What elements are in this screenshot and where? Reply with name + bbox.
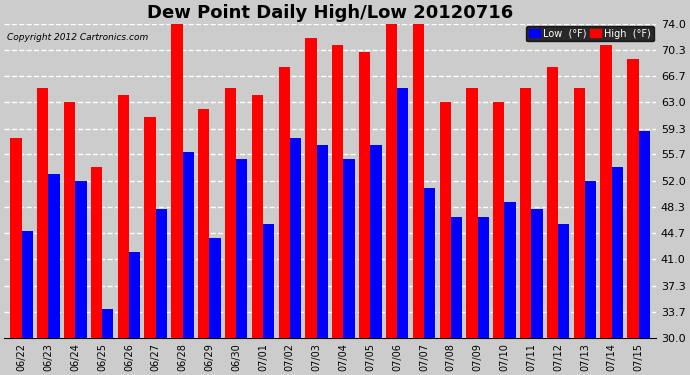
Bar (466, 88, 477, 338)
Bar (477, 216, 489, 338)
Bar (75, 181, 86, 338)
Bar (129, 252, 140, 338)
Bar (10, 138, 21, 338)
Bar (371, 145, 382, 338)
Bar (612, 166, 623, 338)
Bar (91, 166, 102, 338)
Legend: Low  (°F), High  (°F): Low (°F), High (°F) (526, 26, 654, 42)
Bar (21, 231, 33, 338)
Bar (48, 174, 60, 338)
Bar (558, 224, 569, 338)
Bar (531, 209, 542, 338)
Bar (102, 309, 113, 338)
Bar (413, 24, 424, 338)
Text: Copyright 2012 Cartronics.com: Copyright 2012 Cartronics.com (8, 33, 148, 42)
Bar (424, 188, 435, 338)
Bar (440, 102, 451, 338)
Bar (627, 59, 638, 338)
Bar (397, 88, 408, 338)
Bar (638, 131, 650, 338)
Bar (306, 38, 317, 338)
Bar (279, 67, 290, 338)
Bar (64, 102, 75, 338)
Bar (37, 88, 48, 338)
Bar (451, 216, 462, 338)
Bar (520, 88, 531, 338)
Bar (317, 145, 328, 338)
Bar (332, 45, 344, 338)
Bar (183, 152, 194, 338)
Bar (236, 159, 248, 338)
Bar (263, 224, 275, 338)
Bar (585, 181, 596, 338)
Bar (344, 159, 355, 338)
Bar (117, 95, 129, 338)
Bar (600, 45, 612, 338)
Bar (252, 95, 263, 338)
Bar (504, 202, 515, 338)
Title: Dew Point Daily High/Low 20120716: Dew Point Daily High/Low 20120716 (147, 4, 513, 22)
Bar (198, 110, 209, 338)
Bar (359, 52, 371, 338)
Bar (546, 67, 558, 338)
Bar (493, 102, 504, 338)
Bar (573, 88, 585, 338)
Bar (225, 88, 236, 338)
Bar (209, 238, 221, 338)
Bar (290, 138, 301, 338)
Bar (156, 209, 167, 338)
Bar (144, 117, 156, 338)
Bar (386, 24, 397, 338)
Bar (171, 16, 183, 338)
